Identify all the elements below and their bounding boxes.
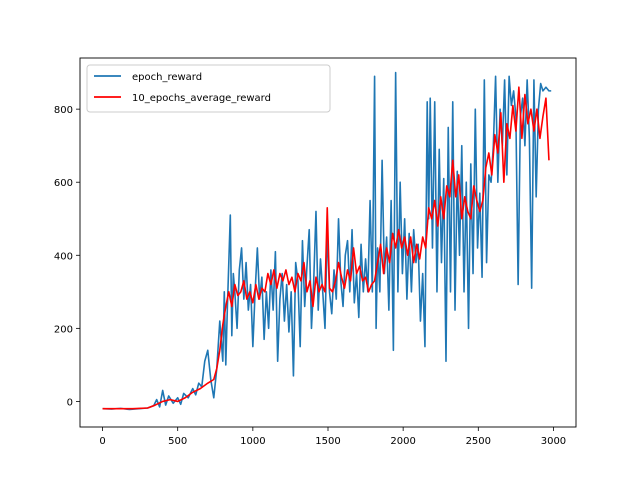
y-tick-label: 800: [54, 105, 73, 116]
x-tick-label: 500: [168, 436, 187, 447]
y-tick-label: 200: [54, 324, 73, 335]
series-line-10-epochs-average-reward: [102, 86, 550, 410]
y-tick-label: 0: [67, 397, 73, 408]
x-tick-label: 1500: [315, 436, 340, 447]
legend-label: 10_epochs_average_reward: [132, 93, 271, 104]
axis-ticks: 0 500 1000 1500 2000 2500 3000 0 200 400 600 800: [54, 105, 566, 447]
x-tick-label: 0: [99, 436, 105, 447]
x-tick-label: 3000: [541, 436, 566, 447]
x-tick-label: 1000: [240, 436, 265, 447]
legend: epoch_reward 10_epochs_average_reward: [86, 64, 331, 113]
x-tick-label: 2000: [390, 436, 415, 447]
series-line-epoch-reward: [102, 71, 552, 411]
plot-area: [79, 57, 577, 428]
legend-box: [86, 64, 331, 113]
legend-label: epoch_reward: [132, 72, 202, 83]
y-tick-label: 400: [54, 251, 73, 262]
y-tick-label: 600: [54, 178, 73, 189]
x-tick-label: 2500: [466, 436, 491, 447]
